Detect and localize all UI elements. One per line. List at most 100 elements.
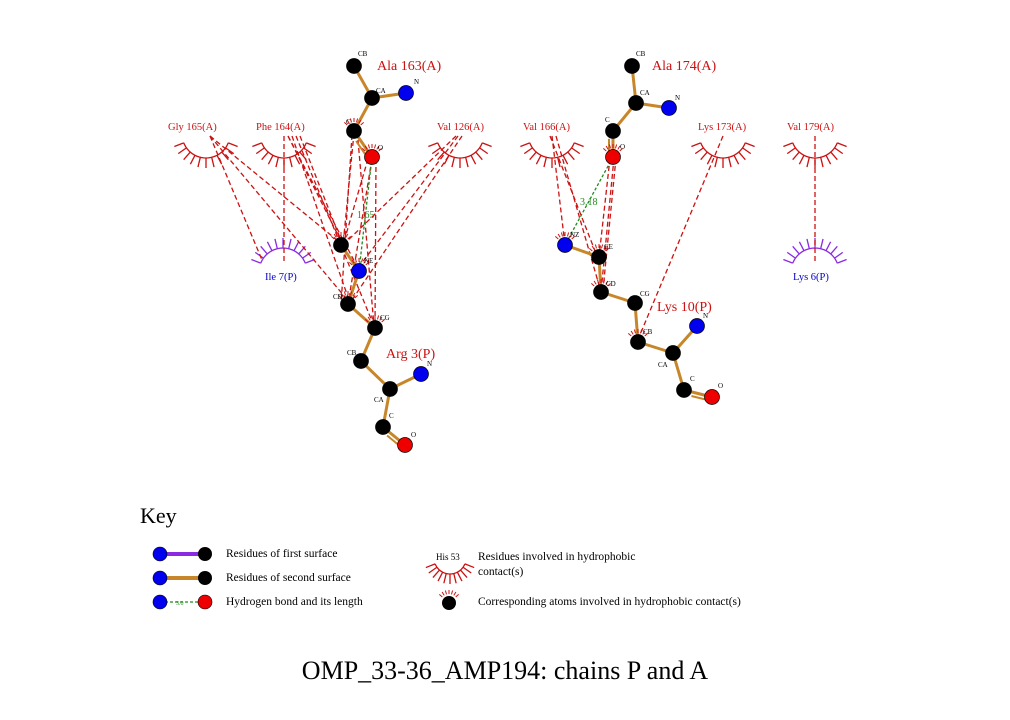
atom-spikes-r3_cg-spike: [367, 316, 371, 321]
arc-lys173-spoke: [691, 142, 701, 148]
arc-phe164-spoke: [306, 142, 316, 148]
hydrophobic-contacts-layer: [209, 132, 816, 343]
arc-lys6-spoke: [798, 241, 805, 251]
hbond-line-2: [564, 156, 614, 246]
atom-label-nz: NZ: [570, 231, 579, 239]
arc-val126-spoke: [482, 142, 492, 148]
arc-lys173-spoke: [733, 155, 740, 165]
arc-lys6-spoke: [830, 245, 838, 255]
hydrophobic-contact-0: [209, 135, 263, 261]
atom-label-cb: CB: [643, 328, 653, 336]
key-section: Key Residues of first surface Residues o…: [140, 503, 741, 610]
atom-label-cd: CD: [333, 293, 343, 301]
arc-val166-spoke: [557, 157, 561, 168]
arc-val126: [428, 142, 492, 168]
atom-spikes-a163_o-spike: [364, 145, 368, 150]
arc-val166-curve: [529, 142, 575, 159]
key-corr-spikes-spike: [444, 590, 447, 595]
key-second-surface-atom-n: [152, 570, 168, 586]
atom-a174_n: [661, 100, 677, 116]
arc-val166-spoke: [571, 147, 581, 155]
hydrophobic-contact-22: [598, 157, 611, 258]
key-second-surface-atom-c: [198, 571, 212, 585]
hydrophobic-contact-7: [295, 135, 375, 327]
hbond-length-1: 1.65: [357, 210, 375, 221]
arc-lys173-spoke: [738, 151, 746, 161]
hydrophobic-contact-19: [551, 135, 566, 246]
arc-phe164-spoke: [294, 155, 301, 165]
atom-k10_ce: [591, 249, 607, 265]
atom-spikes-k10_ce-spike: [605, 247, 610, 252]
arc-gly165-spoke: [174, 142, 184, 148]
atom-spikes-k10_cb-spike: [633, 329, 636, 334]
atom-spikes-k10_nz-spike: [557, 233, 561, 238]
atom-spikes-r3_cd-spike: [350, 291, 353, 296]
hydrophobic-contact-11: [351, 135, 463, 301]
atom-spikes-k10_ce-spike: [601, 244, 604, 249]
arc-val179-spoke: [825, 155, 832, 165]
atom-label-n: N: [427, 360, 432, 368]
atom-spikes-k10_cb-spike: [640, 329, 643, 334]
atom-label-c: C: [690, 375, 695, 383]
atom-label-o: O: [411, 431, 416, 439]
key-arc-sample-spoke: [437, 571, 444, 582]
residue-label-ala163: Ala 163(A): [377, 59, 441, 74]
key-hbond-sample: 3.0: [176, 601, 184, 607]
hydrophobic-contact-25: [636, 135, 724, 343]
key-hbond-label: Hydrogen bond and its length: [226, 596, 363, 608]
atom-spikes-a163_o-spike: [376, 145, 380, 150]
residue-label-arg3: Arg 3(P): [386, 347, 435, 362]
atom-spikes-r3_cg-spike: [377, 315, 380, 320]
atom-labels-layer: CB CA N C O NE CD CG CB N CA C O CB CA N C O NZ CE CD CG CB CA N…: [333, 50, 723, 439]
key-arc-sample-spoke: [456, 571, 463, 582]
arc-label-phe164: Phe 164(A): [256, 122, 305, 133]
arc-val166-spoke: [562, 155, 569, 165]
atom-spikes-a163_c-spike: [358, 119, 362, 124]
atom-k10_cg: [627, 295, 643, 311]
atom-spikes-r3_cz: [330, 232, 352, 240]
hydrophobic-contact-16: [374, 158, 377, 329]
arc-label-val126: Val 126(A): [437, 122, 484, 133]
atom-a174_o: [605, 149, 621, 165]
atom-k10_cd: [593, 284, 609, 300]
atom-spikes-r3_cd-spike: [354, 294, 359, 299]
arc-gly165-spoke: [211, 157, 215, 168]
atom-spikes-r3_cz-spike: [343, 232, 346, 237]
atom-label-cg: CG: [380, 314, 390, 322]
atom-spikes-r3_cg-spike: [379, 316, 383, 321]
atom-a163_cb: [346, 58, 362, 74]
hbond-line-1: [358, 156, 373, 272]
arc-val179-spoke: [820, 157, 824, 168]
atom-label-cg: CG: [640, 290, 650, 298]
atom-spikes-k10_cd-spike: [603, 279, 606, 284]
atom-spikes-r3_ne-spike: [354, 258, 357, 263]
arc-lys173-spoke: [745, 142, 755, 148]
arc-val179-spoke: [830, 151, 838, 161]
atom-spikes-k10_ce-spike: [594, 244, 597, 249]
arc-lys173-spoke: [700, 151, 708, 161]
arc-lys6: [783, 238, 847, 264]
key-hbond-atom-n: [152, 594, 168, 610]
atom-a174_cb: [624, 58, 640, 74]
hbond-length-2: 3.18: [580, 197, 598, 208]
atom-spikes-k10_ce-spike: [591, 245, 595, 250]
arc-val179-spoke: [798, 155, 805, 165]
arc-lys173-spoke: [706, 155, 713, 165]
arc-val126-spoke: [470, 155, 477, 165]
arc-lys6-spoke: [820, 238, 824, 249]
atom-label-c: C: [605, 116, 610, 124]
hydrophobic-contact-17: [340, 134, 353, 306]
key-corresponding-atom: [438, 590, 460, 610]
atom-spikes-a174_o-spike: [605, 145, 609, 150]
atom-spikes-r3_cz-spike: [336, 232, 339, 237]
atom-spikes-k10_cd-spike: [593, 280, 597, 285]
arc-val166-spoke: [535, 155, 542, 165]
arc-val166-spoke: [529, 151, 537, 161]
atom-spikes-r3_ne-spike: [361, 258, 364, 263]
key-hydrophobic-arc: [425, 563, 475, 584]
atom-spikes-r3_ne: [348, 258, 370, 266]
arc-ile7-spoke: [274, 238, 278, 249]
key-arc-sample-spoke: [428, 566, 438, 574]
atom-label-o: O: [620, 143, 625, 151]
key-arc-sample-spoke: [453, 573, 457, 584]
